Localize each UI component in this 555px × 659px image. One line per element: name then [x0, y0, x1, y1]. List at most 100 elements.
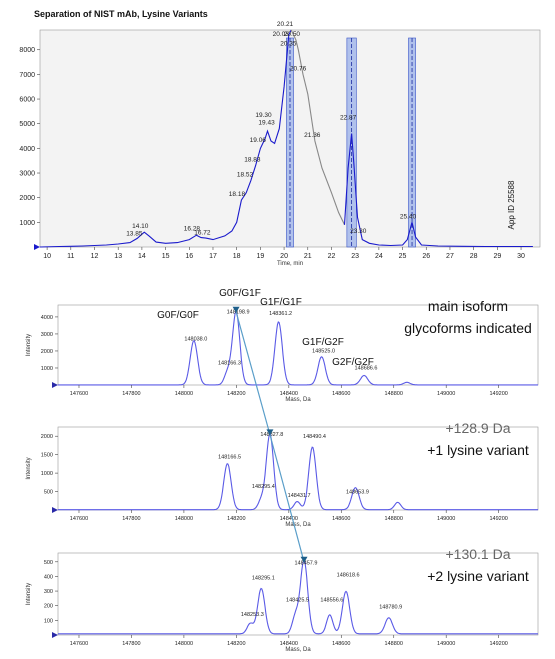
y-tick-label: 1000 — [41, 366, 53, 372]
x-tick-label: 28 — [470, 253, 478, 260]
x-tick-label: 148800 — [385, 516, 403, 522]
peak-label: 148525.0 — [312, 349, 335, 355]
peak-label: 148653.9 — [346, 489, 369, 495]
x-tick-label: 149200 — [489, 391, 507, 397]
peak-label: 13.85 — [126, 231, 143, 238]
x-tick-label: 17 — [209, 253, 217, 260]
peak-label: 148295.1 — [252, 575, 275, 581]
y-tick-label: 4000 — [41, 315, 53, 321]
y-tick-label: 200 — [44, 604, 53, 610]
x-tick-label: 148000 — [175, 391, 193, 397]
x-axis-label: Mass, Da — [285, 397, 311, 403]
x-tick-label: 148600 — [332, 391, 350, 397]
peak-label: 20.76 — [290, 65, 307, 72]
peak-label: 148686.6 — [355, 366, 378, 372]
x-tick-label: 27 — [446, 253, 454, 260]
peak-label: 16.28 — [184, 226, 201, 233]
peak-label: 148166.5 — [218, 454, 241, 460]
peak-label: 23.30 — [350, 228, 367, 235]
y-tick-label: 300 — [44, 589, 53, 595]
peak-label: 148618.6 — [337, 572, 360, 578]
peak-label: 20.50 — [284, 31, 301, 38]
x-tick-label: 149000 — [437, 391, 455, 397]
x-tick-label: 148800 — [385, 641, 403, 647]
x-axis-label: Mass, Da — [285, 647, 311, 653]
peak-label: 148361.2 — [269, 311, 292, 317]
x-tick-label: 14 — [138, 253, 146, 260]
glycoform-label: G2F/G2F — [332, 357, 374, 368]
chromatogram-trace — [39, 29, 292, 248]
x-tick-label: 148200 — [227, 516, 245, 522]
spectrum-plot-area — [57, 552, 539, 636]
peak-label: 148425.5 — [286, 597, 309, 603]
axis-marker-icon — [52, 632, 58, 638]
peak-label: 148490.4 — [303, 434, 326, 440]
annotation-line: +130.1 Da — [446, 546, 511, 562]
y-tick-label: 8000 — [19, 47, 35, 54]
spectrum-trace — [58, 559, 538, 635]
y-tick-label: 2000 — [41, 434, 53, 440]
x-tick-label: 10 — [43, 253, 51, 260]
spectrum-plot-area — [57, 304, 539, 386]
peak-label: 19.43 — [258, 120, 275, 127]
peak-label: 20.35 — [280, 41, 297, 48]
x-axis-label: Mass, Da — [285, 522, 311, 528]
x-tick-label: 147800 — [122, 641, 140, 647]
y-tick-label: 100 — [44, 618, 53, 624]
x-tick-label: 23 — [351, 253, 359, 260]
y-tick-label: 2000 — [41, 349, 53, 355]
x-tick-label: 29 — [493, 253, 501, 260]
glycoform-label: G0F/G1F — [219, 288, 261, 299]
y-axis-label: Intensity — [26, 334, 32, 356]
x-tick-label: 13 — [114, 253, 122, 260]
axis-marker-icon — [52, 382, 58, 388]
x-tick-label: 147600 — [70, 641, 88, 647]
app-id-label: App ID 25588 — [507, 180, 516, 229]
y-tick-label: 5000 — [19, 121, 35, 128]
x-axis-label: Time, min — [277, 261, 303, 267]
x-tick-label: 18 — [233, 253, 241, 260]
y-tick-label: 3000 — [41, 332, 53, 338]
x-tick-label: 22 — [328, 253, 336, 260]
x-tick-label: 20 — [280, 253, 288, 260]
x-tick-label: 148400 — [280, 391, 298, 397]
x-tick-label: 147600 — [70, 391, 88, 397]
x-tick-label: 149200 — [489, 641, 507, 647]
x-tick-label: 30 — [517, 253, 525, 260]
peak-label: 148431.7 — [288, 493, 311, 499]
peak-label: 19.06 — [250, 137, 267, 144]
x-tick-label: 12 — [91, 253, 99, 260]
y-tick-label: 500 — [44, 560, 53, 566]
x-tick-label: 15 — [162, 253, 170, 260]
y-tick-label: 1000 — [19, 220, 35, 227]
y-tick-label: 500 — [44, 490, 53, 496]
x-tick-label: 24 — [375, 253, 383, 260]
y-axis-label: Intensity — [26, 457, 32, 479]
connector-marker-icon — [300, 556, 308, 563]
peak-label: 18.52 — [237, 171, 254, 178]
axis-marker-icon — [34, 244, 40, 250]
axis-marker-icon — [52, 507, 58, 513]
x-tick-label: 148200 — [227, 391, 245, 397]
x-tick-label: 148600 — [332, 641, 350, 647]
x-tick-label: 11 — [67, 253, 74, 260]
chromatogram-trace — [290, 29, 345, 226]
glycoform-label: G1F/G2F — [302, 337, 344, 348]
peak-label: 18.83 — [244, 157, 261, 164]
x-tick-label: 147800 — [122, 391, 140, 397]
chromatogram-trace — [343, 133, 533, 248]
peak-label: 21.36 — [304, 132, 321, 139]
peak-label: 148038.0 — [184, 337, 207, 343]
peak-label: 148327.8 — [260, 432, 283, 438]
peak-label: 148457.9 — [295, 561, 318, 567]
peak-label: 20.21 — [277, 21, 294, 28]
x-tick-label: 148400 — [280, 641, 298, 647]
x-tick-label: 147600 — [70, 516, 88, 522]
annotation-line: +2 lysine variant — [427, 568, 529, 584]
x-tick-label: 19 — [256, 253, 264, 260]
y-tick-label: 7000 — [19, 72, 35, 79]
peak-label: 16.72 — [194, 229, 211, 236]
x-tick-label: 26 — [422, 253, 430, 260]
peak-label: 19.30 — [255, 112, 272, 119]
